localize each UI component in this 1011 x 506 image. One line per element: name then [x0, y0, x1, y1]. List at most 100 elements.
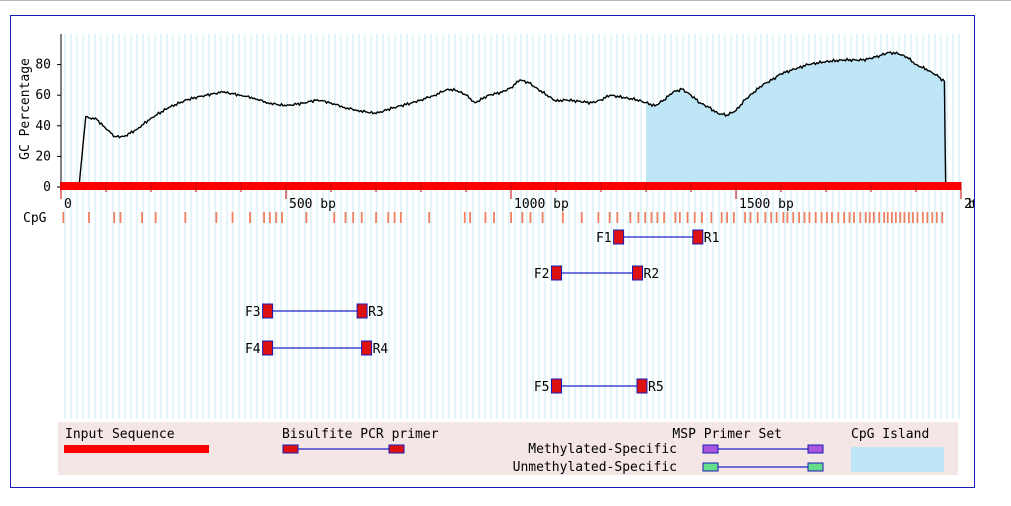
legend-cpg-island-label: CpG Island: [851, 427, 929, 442]
cpg-site-mark: [878, 212, 881, 223]
cpg-site-mark: [916, 212, 919, 223]
cpg-site-mark: [62, 212, 65, 223]
cpg-site-mark: [931, 212, 934, 223]
cpg-site-mark: [529, 212, 532, 223]
reverse-primer-label: R2: [644, 267, 660, 282]
reverse-primer-label: R1: [704, 231, 720, 246]
forward-primer-label: F4: [245, 342, 261, 357]
primer-pairs: F1 R1 F2 R2 F3 R3 F4 R4 F5 R5: [245, 229, 720, 395]
cpg-site-mark: [686, 212, 689, 223]
cpg-site-mark: [710, 212, 713, 223]
x-tick-label: 500 bp: [289, 197, 336, 212]
cpg-site-mark: [826, 212, 828, 223]
forward-primer-label: F1: [596, 231, 612, 246]
legend-cpg-island-swatch: [851, 447, 944, 472]
primer-pair-5: F5 R5: [534, 378, 664, 395]
cpg-site-mark: [119, 212, 122, 223]
x-axis-unit-overflow: b: [968, 197, 974, 212]
cpg-site-mark: [678, 212, 681, 223]
cpg-site-mark: [764, 212, 767, 223]
cpg-site-mark: [831, 212, 833, 223]
cpg-site-mark: [469, 212, 472, 223]
cpg-site-mark: [941, 212, 944, 223]
legend-unmethylated-swatch: [702, 462, 824, 472]
cpg-site-mark: [848, 212, 851, 223]
cpg-site-mark: [663, 212, 665, 223]
legend-unmethylated-label: Unmethylated-Specific: [513, 460, 677, 475]
cpg-site-mark: [484, 212, 487, 223]
cpg-site-mark: [726, 212, 728, 223]
reverse-primer-box: [692, 229, 704, 245]
cpg-site-mark: [859, 212, 862, 223]
primer-pair-2: F2 R2: [534, 265, 660, 282]
cpg-site-mark: [935, 212, 938, 223]
cpg-site-mark: [344, 212, 347, 223]
cpg-site-mark: [541, 212, 544, 223]
cpg-site-mark: [141, 212, 143, 223]
legend-bisulfite-label: Bisulfite PCR primer: [282, 427, 439, 442]
forward-primer-label: F3: [245, 305, 261, 320]
legend: Input Sequence Bisulfite PCR primer MSP …: [58, 422, 958, 475]
y-axis: 0 20 40 60 80 GC Percentage: [18, 34, 62, 195]
cpg-site-mark: [360, 212, 363, 223]
cpg-site-mark: [399, 212, 402, 223]
cpg-site-mark: [908, 212, 910, 223]
cpg-site-mark: [352, 212, 355, 223]
cpg-site-mark: [608, 212, 611, 223]
forward-primer-box: [551, 265, 562, 281]
y-axis-label: GC Percentage: [18, 58, 33, 160]
cpg-site-mark: [883, 212, 886, 223]
reverse-primer-label: R3: [368, 305, 384, 320]
cpg-site-mark: [814, 212, 817, 223]
cpg-site-mark: [872, 212, 875, 223]
cpg-site-mark: [580, 212, 583, 223]
cpg-site-mark: [782, 212, 785, 223]
cpg-site-mark: [693, 212, 696, 223]
cpg-site-mark: [926, 212, 929, 223]
cpg-site-mark: [333, 212, 336, 223]
cpg-site-mark: [650, 212, 653, 223]
cpg-site-mark: [792, 212, 795, 223]
legend-input-sequence-label: Input Sequence: [65, 427, 175, 442]
cpg-site-mark: [903, 212, 906, 223]
cpg-site-mark: [637, 212, 640, 223]
primer-pair-3: F3 R3: [245, 303, 384, 320]
cpg-site-mark: [890, 212, 893, 223]
cpg-site-mark: [305, 212, 308, 223]
cpg-site-mark: [521, 212, 524, 223]
cpg-site-mark: [843, 212, 845, 223]
cpg-site-mark: [231, 212, 234, 223]
reverse-primer-label: R4: [373, 342, 389, 357]
cpg-site-mark: [894, 212, 897, 223]
primer-pair-4: F4 R4: [245, 340, 389, 357]
cpg-site-mark: [803, 212, 806, 223]
gc-percentage-line: [61, 51, 947, 188]
cpg-site-mark: [864, 212, 867, 223]
forward-primer-box: [551, 378, 562, 394]
cpg-site-mark: [510, 212, 512, 223]
cpg-track-label: CpG: [23, 211, 47, 226]
cpg-site-mark: [786, 212, 789, 223]
reverse-primer-box: [632, 265, 643, 281]
y-tick-label: 80: [35, 58, 51, 73]
cpg-site-mark: [88, 212, 90, 223]
cpg-site-track: [62, 212, 944, 223]
cpg-site-mark: [720, 212, 723, 223]
cpg-site-mark: [820, 212, 823, 223]
reverse-primer-box: [356, 303, 368, 319]
cpg-site-mark: [770, 212, 773, 223]
cpg-site-mark: [899, 212, 902, 223]
y-tick-label: 40: [35, 119, 51, 134]
cpg-site-mark: [215, 212, 218, 223]
legend-methylated-swatch: [702, 444, 824, 454]
cpg-site-mark: [375, 212, 377, 223]
x-tick-label: 0: [64, 197, 72, 212]
cpg-site-mark: [393, 212, 396, 223]
cpg-site-mark: [674, 212, 677, 223]
cpg-site-mark: [616, 212, 619, 223]
cpg-site-mark: [756, 212, 759, 223]
cpg-site-mark: [656, 212, 659, 223]
y-tick-label: 60: [35, 88, 51, 103]
cpg-site-mark: [808, 212, 811, 223]
cpg-site-mark: [597, 212, 600, 223]
